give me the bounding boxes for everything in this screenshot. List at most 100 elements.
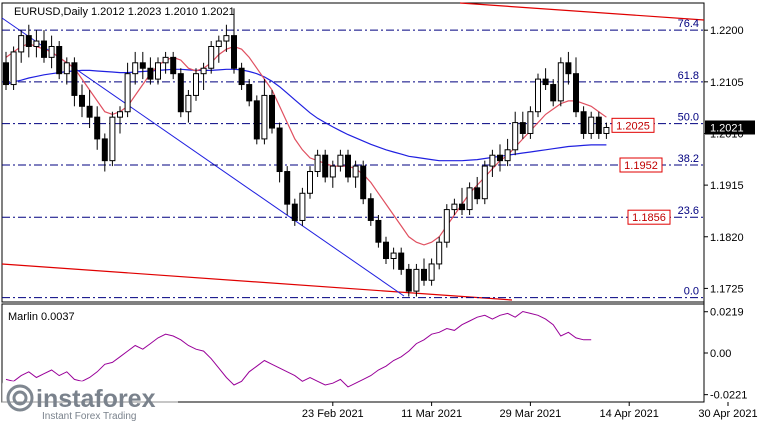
candle-body — [337, 154, 344, 167]
candle — [124, 62, 131, 118]
candle — [147, 57, 154, 85]
candle-body — [147, 67, 154, 80]
candle — [413, 263, 420, 297]
candle-body — [474, 187, 481, 200]
candles — [3, 8, 610, 297]
brand-name: instaforex — [36, 385, 156, 413]
candle-body — [322, 154, 329, 178]
candle — [322, 149, 329, 183]
candle-body — [390, 252, 397, 260]
candle — [527, 106, 534, 139]
candle-body — [132, 62, 139, 75]
candle — [550, 79, 557, 107]
candle-body — [352, 165, 359, 178]
oscillator-tick-label: 0.00 — [710, 348, 731, 360]
candle — [170, 51, 177, 80]
candle — [603, 122, 610, 139]
candle — [177, 68, 184, 118]
candle — [261, 79, 268, 145]
current-price-label: 1.2021 — [710, 122, 744, 134]
candle — [291, 198, 298, 226]
candle-body — [588, 116, 595, 134]
candle-body — [557, 62, 564, 102]
level-box — [627, 209, 671, 225]
candle-body — [413, 268, 420, 292]
candle — [101, 133, 108, 172]
candle — [63, 57, 70, 85]
candle-body — [519, 122, 526, 134]
candle-body — [162, 56, 169, 64]
price-tick-label: 1.1820 — [710, 232, 744, 244]
candle — [337, 149, 344, 172]
candle — [79, 84, 85, 118]
candle-body — [291, 203, 298, 221]
candle-body — [421, 268, 427, 281]
date-tick-label: 30 Apr 2021 — [698, 408, 757, 420]
candle — [443, 204, 450, 248]
candle — [3, 51, 9, 90]
candle — [71, 57, 78, 107]
candle — [504, 138, 511, 167]
candle-body — [185, 94, 192, 113]
price-tick-label: 1.1725 — [710, 283, 744, 295]
candle-body — [489, 154, 496, 167]
candle — [307, 166, 313, 199]
axes: 1.22001.21051.20101.19151.18201.17251.20… — [302, 25, 758, 420]
candle — [314, 149, 321, 177]
candle-body — [155, 62, 161, 80]
candle — [94, 106, 101, 150]
candle-body — [299, 192, 306, 221]
candle — [481, 160, 488, 205]
candle — [109, 111, 116, 167]
candle-body — [466, 187, 473, 211]
candle-body — [238, 67, 245, 86]
candle — [580, 106, 587, 139]
candle — [497, 144, 503, 172]
candle-body — [86, 105, 93, 118]
candle-body — [329, 165, 336, 178]
candle-body — [428, 263, 435, 281]
instaforex-logo-mark: instaforex Instant Forex Trading — [2, 381, 178, 423]
candle-body — [436, 241, 443, 265]
candle — [557, 57, 564, 107]
candle — [428, 258, 435, 286]
candle-body — [512, 122, 519, 151]
candle-body — [261, 94, 268, 140]
candle — [375, 215, 382, 248]
candle — [595, 111, 602, 139]
grid-layer — [1, 2, 705, 403]
candle — [208, 41, 215, 74]
candle — [18, 30, 25, 63]
candle — [352, 160, 359, 188]
level-box-label: 1.1856 — [632, 212, 666, 224]
candle-body — [443, 209, 450, 243]
candle — [10, 46, 17, 90]
candle — [215, 35, 222, 63]
candle-body — [542, 78, 549, 86]
candle — [117, 106, 123, 134]
candle — [421, 258, 427, 286]
candle — [132, 51, 139, 85]
candle-body — [101, 138, 108, 162]
marlin-oscillator — [5, 310, 592, 388]
date-tick-label: 29 Mar 2021 — [500, 408, 562, 420]
candle-body — [109, 116, 116, 162]
instaforex-logo: instaforex Instant Forex Trading — [2, 381, 178, 423]
candle-body — [48, 45, 55, 58]
current-price-box — [705, 120, 755, 135]
candle — [573, 57, 579, 118]
candle-body — [527, 111, 534, 134]
candle — [367, 193, 374, 226]
date-tick-label: 14 Apr 2021 — [600, 408, 659, 420]
candle — [519, 111, 526, 139]
candle-body — [535, 78, 541, 113]
fib-label: 38.2 — [678, 153, 699, 165]
candle — [565, 51, 572, 85]
candle — [25, 24, 32, 58]
candle — [185, 89, 192, 123]
candle — [223, 24, 230, 52]
candle-body — [117, 111, 123, 118]
candle — [299, 187, 306, 226]
candle-body — [383, 241, 389, 260]
candle — [405, 263, 412, 297]
